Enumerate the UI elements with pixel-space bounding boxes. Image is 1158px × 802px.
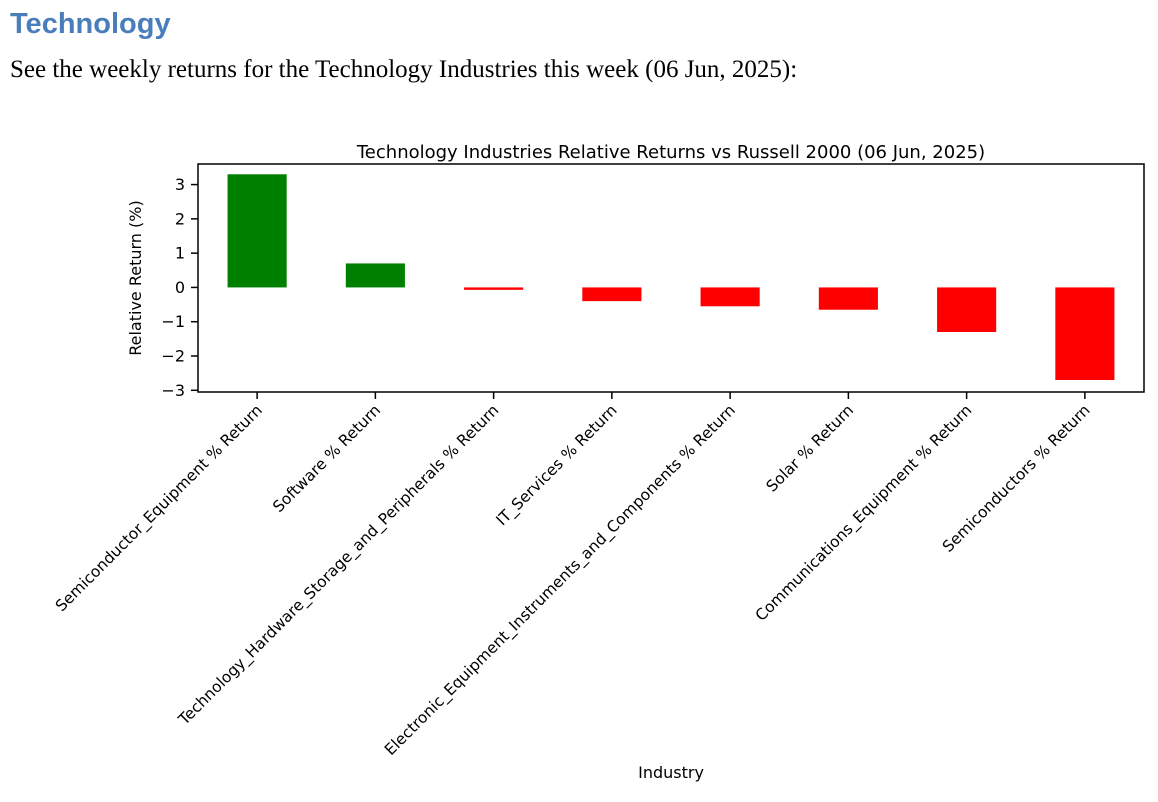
y-axis-label: Relative Return (%) (126, 200, 145, 355)
y-tick-label: 3 (175, 175, 185, 194)
plot-border (197, 163, 1145, 393)
y-tick-label: −3 (161, 381, 185, 400)
y-tick-label: 0 (175, 278, 185, 297)
x-tick-label: Communications_Equipment % Return (752, 401, 976, 625)
y-tick-label: −2 (161, 347, 185, 366)
y-tick-label: 1 (175, 244, 185, 263)
page-title: Technology (10, 8, 171, 40)
bar-semiconductors (1055, 287, 1115, 380)
bar-technology_hardware_storage_and_peripherals (464, 287, 524, 290)
chart-title: Technology Industries Relative Returns v… (356, 142, 985, 163)
bar-software (345, 263, 405, 288)
y-tick-label: 2 (175, 209, 185, 228)
x-tick-label: Semiconductor_Equipment % Return (52, 401, 267, 616)
x-axis-label: Industry (638, 763, 704, 782)
bar-communications_equipment (937, 287, 997, 332)
bar-semiconductor_equipment (227, 174, 287, 288)
x-tick-label: IT_Services % Return (493, 401, 622, 530)
bar-solar (818, 287, 878, 310)
bar-it_services (582, 287, 642, 302)
x-tick-label: Solar % Return (763, 401, 857, 495)
bar-electronic_equipment_instruments_and_components (700, 287, 760, 307)
page-subtitle: See the weekly returns for the Technolog… (10, 56, 798, 83)
y-tick-label: −1 (161, 312, 185, 331)
returns-bar-chart: Technology Industries Relative Returns v… (0, 112, 1158, 802)
x-tick-label: Software % Return (269, 401, 384, 516)
chart-canvas: Technology Industries Relative Returns v… (52, 142, 1145, 782)
